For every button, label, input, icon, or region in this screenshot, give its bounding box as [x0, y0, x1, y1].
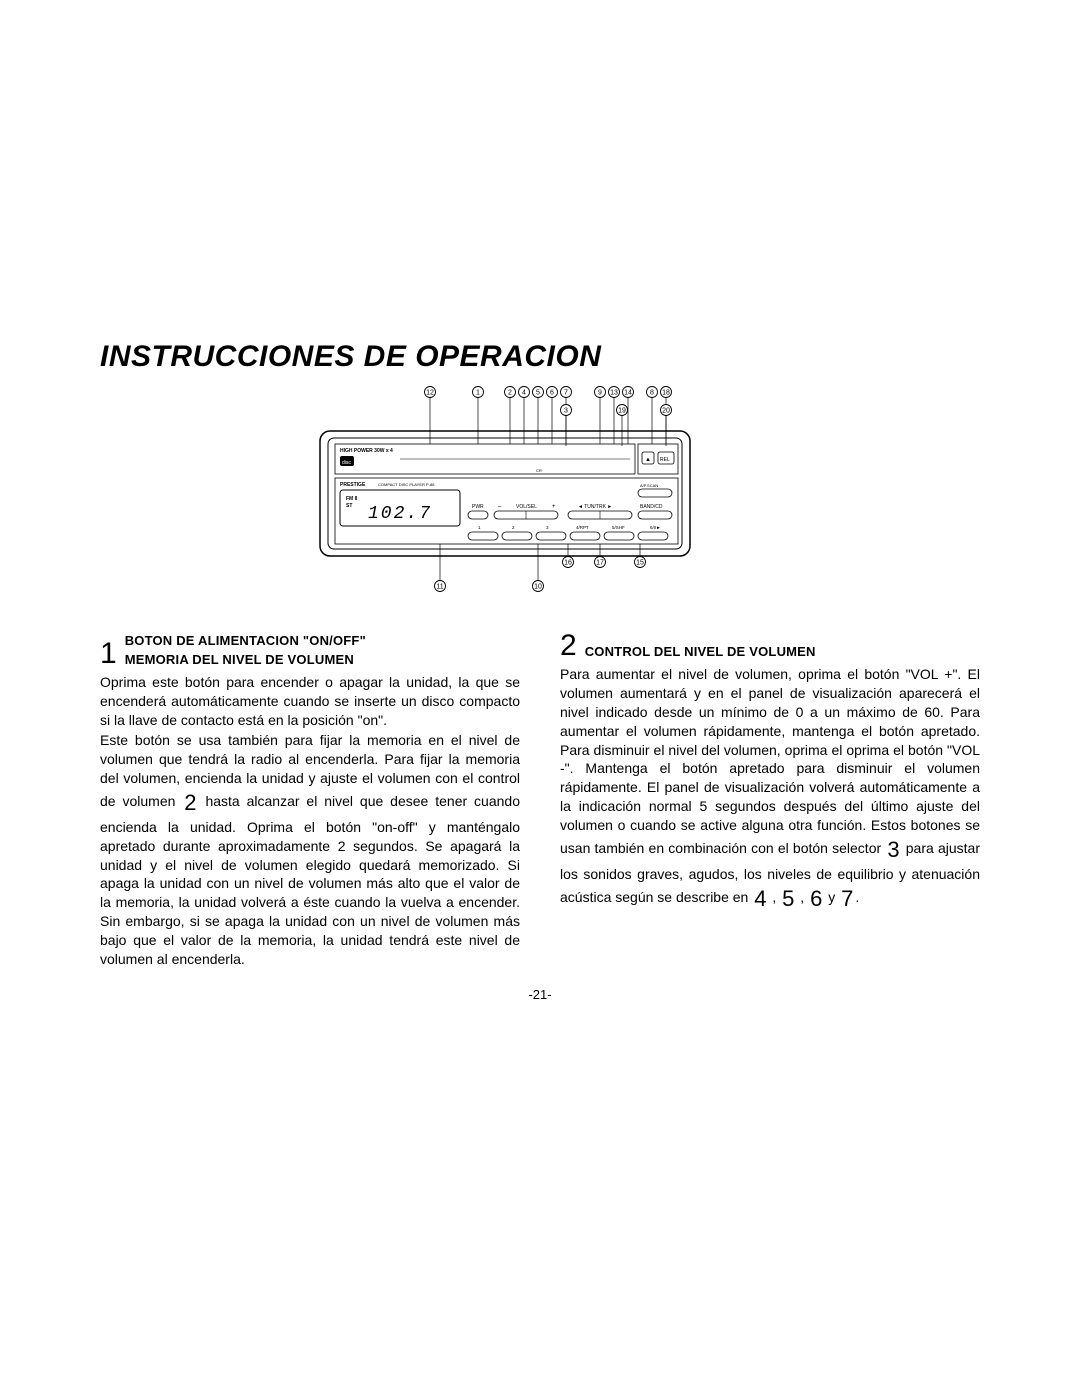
inline-number-7: 7	[839, 884, 855, 914]
page-number: -21-	[100, 987, 980, 1002]
svg-text:18: 18	[662, 390, 670, 397]
page-title: INSTRUCCIONES DE OPERACION	[100, 340, 980, 374]
svg-text:CR: CR	[536, 468, 542, 473]
inline-number-3: 3	[885, 835, 901, 865]
svg-text:8: 8	[650, 390, 654, 397]
car-stereo-diagram: HIGH POWER 30W x 4 disc CR ▲ REL PRESTIGE COMP…	[300, 386, 780, 611]
svg-text:20: 20	[662, 408, 670, 415]
svg-text:102.7: 102.7	[368, 504, 432, 524]
section1-para1: Oprima este botón para encender o apagar…	[100, 673, 520, 730]
body-columns: 1 BOTON DE ALIMENTACION "ON/OFF" MEMORIA…	[100, 631, 980, 969]
svg-text:A/P.SCAN: A/P.SCAN	[640, 483, 658, 488]
svg-text:HIGH POWER 30W x 4: HIGH POWER 30W x 4	[340, 448, 393, 454]
svg-text:5: 5	[536, 390, 540, 397]
section2-number: 2	[560, 631, 577, 661]
section1-heading: 1 BOTON DE ALIMENTACION "ON/OFF" MEMORIA…	[100, 631, 520, 669]
svg-text:14: 14	[624, 390, 632, 397]
svg-text:PRESTIGE: PRESTIGE	[340, 482, 366, 488]
section1-p2b: hasta alcanzar el nivel que desee tener …	[100, 793, 520, 967]
section2-pc: ,	[768, 889, 780, 905]
svg-text:4: 4	[522, 390, 526, 397]
svg-text:1: 1	[476, 390, 480, 397]
svg-text:PWR: PWR	[472, 504, 484, 510]
svg-text:◄ TUN/TRK ►: ◄ TUN/TRK ►	[578, 504, 612, 510]
inline-number-5: 5	[780, 884, 796, 914]
section1-heading-line1: BOTON DE ALIMENTACION "ON/OFF"	[125, 633, 366, 648]
svg-text:13: 13	[610, 390, 618, 397]
svg-text:4/RPT: 4/RPT	[576, 525, 589, 530]
column-left: 1 BOTON DE ALIMENTACION "ON/OFF" MEMORIA…	[100, 631, 520, 969]
svg-text:11: 11	[436, 584, 443, 591]
svg-text:▲: ▲	[645, 457, 651, 463]
svg-text:15: 15	[636, 560, 644, 567]
section2-heading-text: CONTROL DEL NIVEL DE VOLUMEN	[585, 643, 816, 661]
svg-text:12: 12	[426, 390, 434, 397]
svg-text:+: +	[552, 504, 556, 510]
svg-text:3: 3	[564, 408, 568, 415]
section2-pd: ,	[796, 889, 808, 905]
section1-number: 1	[100, 639, 117, 669]
section2-para: Para aumentar el nivel de volumen, oprim…	[560, 665, 980, 913]
svg-text:COMPACT DISC PLAYER P-88: COMPACT DISC PLAYER P-88	[378, 482, 435, 487]
svg-text:VOL/SEL: VOL/SEL	[516, 504, 537, 510]
svg-text:ST: ST	[346, 503, 352, 509]
svg-text:5/SHF: 5/SHF	[612, 525, 625, 530]
section2-heading: 2 CONTROL DEL NIVEL DE VOLUMEN	[560, 631, 980, 661]
svg-text:2: 2	[508, 390, 512, 397]
inline-number-6: 6	[808, 884, 824, 914]
svg-text:16: 16	[564, 560, 572, 567]
svg-text:7: 7	[564, 390, 568, 397]
svg-text:6: 6	[550, 390, 554, 397]
section2-pf: .	[855, 889, 859, 905]
column-right: 2 CONTROL DEL NIVEL DE VOLUMEN Para aume…	[560, 631, 980, 969]
svg-text:19: 19	[618, 408, 626, 415]
svg-text:FM II: FM II	[346, 496, 358, 502]
svg-text:disc: disc	[342, 460, 351, 466]
svg-text:BAND/CD: BAND/CD	[640, 504, 663, 510]
inline-number-2: 2	[182, 788, 198, 818]
section2-pe: y	[824, 889, 839, 905]
svg-text:17: 17	[596, 560, 604, 567]
section1-para2: Este botón se usa también para fijar la …	[100, 731, 520, 968]
section2-pa: Para aumentar el nivel de volumen, oprim…	[560, 666, 980, 856]
svg-text:6/II►: 6/II►	[650, 525, 661, 530]
svg-text:10: 10	[534, 584, 542, 591]
section1-heading-line2: MEMORIA DEL NIVEL DE VOLUMEN	[125, 652, 354, 667]
svg-text:REL: REL	[660, 457, 670, 463]
svg-text:9: 9	[598, 390, 602, 397]
inline-number-4: 4	[752, 884, 768, 914]
